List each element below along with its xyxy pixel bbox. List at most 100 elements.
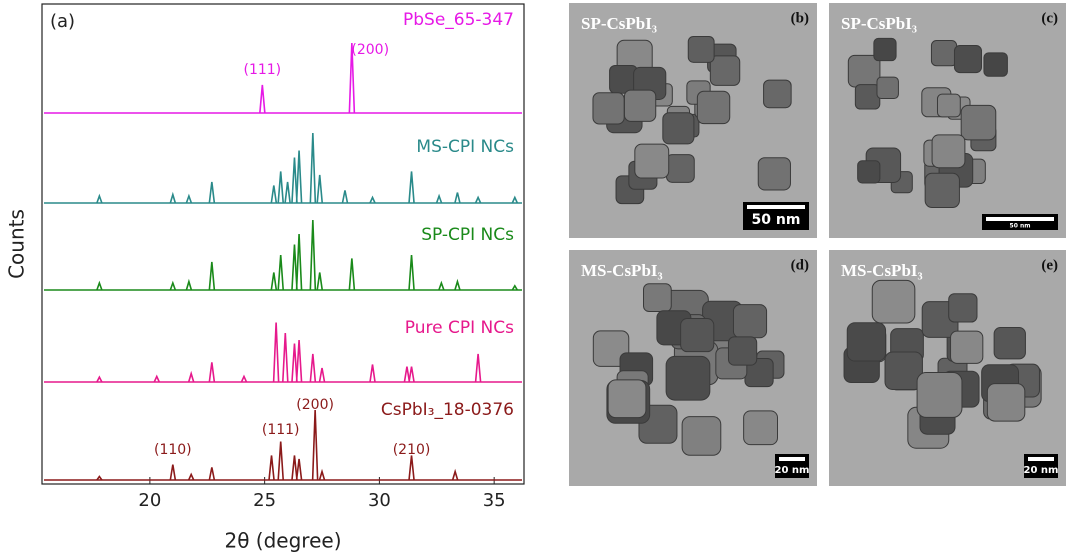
peak: [170, 195, 175, 203]
peak: [209, 467, 214, 480]
nanocrystal: [764, 80, 792, 108]
nanocrystal: [847, 323, 885, 361]
tem-image: MS-CsPbI₃(e)20 nm: [829, 250, 1066, 486]
scale-bar-label: 20 nm: [775, 465, 810, 476]
peak: [297, 340, 302, 382]
nanocrystal: [874, 38, 896, 60]
peak: [310, 354, 315, 382]
x-tick-label: 30: [368, 490, 391, 511]
peak: [297, 151, 302, 204]
nanocrystal: [937, 94, 960, 117]
peak: [297, 459, 302, 480]
nanocrystal: [925, 173, 959, 207]
nanocrystal: [666, 356, 710, 400]
peak: [241, 376, 246, 382]
panel-label: (a): [50, 11, 75, 32]
peak: [310, 220, 315, 290]
peak: [209, 262, 214, 290]
series-label: SP-CPI NCs: [421, 225, 514, 245]
peak: [310, 133, 315, 203]
peak: [278, 255, 283, 290]
nanocrystal: [644, 284, 672, 312]
nanocrystal: [744, 411, 778, 445]
scale-bar-label: 50 nm: [1010, 223, 1031, 230]
nanocrystal: [608, 380, 646, 418]
nanocrystal: [984, 53, 1007, 76]
nanocrystal: [682, 417, 721, 456]
peak: [370, 365, 375, 383]
nanocrystal: [697, 91, 729, 123]
peak: [437, 196, 442, 203]
nanocrystal: [858, 161, 880, 183]
nanocrystal: [681, 319, 714, 352]
x-tick-label: 35: [483, 490, 506, 511]
peak: [189, 474, 194, 480]
peak: [409, 456, 414, 481]
nanocrystal: [987, 384, 1024, 421]
peak: [453, 472, 458, 480]
series-label: PbSe_65-347: [403, 10, 514, 30]
peak-label: (210): [393, 442, 431, 458]
tem-image: SP-CsPbI₃(c)50 nm: [829, 3, 1066, 238]
nanocrystal: [624, 90, 655, 121]
peak: [186, 282, 191, 290]
nanocrystal: [961, 105, 996, 140]
nanocrystal: [635, 144, 669, 178]
scale-bar-label: 20 nm: [1024, 465, 1059, 476]
nanocrystal: [663, 113, 694, 144]
x-tick-label: 20: [138, 490, 161, 511]
peak: [476, 197, 481, 203]
peak: [455, 193, 460, 204]
peak-label: (110): [154, 442, 192, 458]
peak-label: (200): [351, 42, 389, 58]
series-label: CsPbI₃_18-0376: [381, 400, 514, 420]
peak: [317, 175, 322, 203]
nanocrystal: [949, 294, 977, 322]
peak: [283, 333, 288, 382]
peak: [285, 182, 290, 203]
peak: [209, 182, 214, 203]
peak: [409, 255, 414, 290]
peak: [409, 367, 414, 382]
peak: [317, 273, 322, 291]
peak: [278, 442, 283, 481]
peak: [274, 323, 279, 383]
peak: [342, 190, 347, 203]
peak: [313, 410, 318, 480]
peak: [97, 283, 102, 290]
peak-label: (200): [296, 397, 334, 413]
nanocrystal: [593, 93, 624, 124]
peak: [439, 283, 444, 290]
peak: [170, 465, 175, 480]
nanocrystal: [872, 280, 915, 323]
peak: [186, 196, 191, 203]
nanocrystal: [877, 77, 898, 98]
tem-label: MS-CsPbI₃: [841, 261, 923, 280]
peak: [271, 186, 276, 204]
peak: [189, 374, 194, 382]
scale-bar: [779, 457, 805, 461]
peak: [455, 282, 460, 290]
peak: [209, 362, 214, 382]
peak-label: (111): [262, 422, 300, 438]
peak: [260, 85, 265, 113]
nanocrystal: [688, 36, 714, 62]
nanocrystal: [932, 135, 965, 168]
series-label: Pure CPI NCs: [405, 318, 514, 338]
peak: [476, 354, 481, 382]
tem-panel-label: (c): [1041, 10, 1058, 26]
tem-label: MS-CsPbI₃: [581, 261, 663, 280]
y-axis-title: Counts: [5, 209, 29, 279]
tem-panel-label: (b): [791, 10, 809, 26]
tem-label: SP-CsPbI₃: [581, 14, 657, 33]
peak: [349, 259, 354, 291]
scale-bar: [747, 205, 805, 209]
peak: [320, 472, 325, 480]
peak: [512, 197, 517, 203]
nanocrystal: [951, 331, 983, 363]
peak-label: (111): [244, 62, 282, 78]
tem-image: SP-CsPbI₃ (b) 50 nm: [569, 3, 817, 238]
nanocrystal: [855, 85, 879, 109]
scale-bar-label: 50 nm: [752, 212, 801, 228]
figure: (a) 2θ (degree) Counts 20253035PbSe_65-3…: [0, 0, 1068, 560]
